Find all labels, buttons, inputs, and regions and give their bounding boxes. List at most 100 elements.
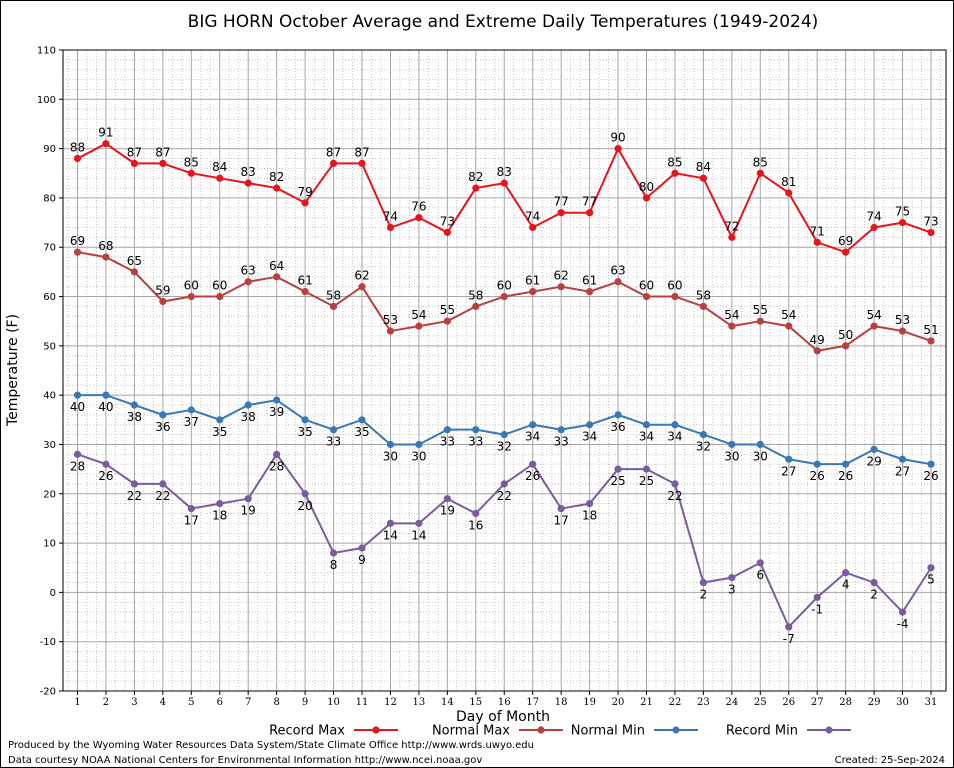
y-tick-label: 10 [43,539,56,550]
record-max-point [386,223,395,232]
x-tick-label: 22 [669,697,682,708]
normal-min-point [642,421,651,429]
record-min-point [273,450,281,458]
record-max-point [358,159,366,168]
normal-min-point [842,460,850,468]
record-min-data-label: 22 [497,489,512,503]
x-tick-label: 25 [754,697,767,708]
record-max-point [614,145,622,153]
record-max-point [813,238,821,246]
normal-min-data-label: 38 [241,410,256,424]
record-max-point [472,184,480,192]
normal-max-point [756,317,764,325]
normal-min-point [216,416,224,424]
normal-max-point [301,288,309,296]
record-min-data-label: 26 [98,469,113,483]
record-min-point [472,509,480,518]
x-tick-label: 10 [327,697,340,708]
x-axis-label: Day of Month [456,709,550,725]
x-tick-label: 7 [245,697,251,708]
normal-max-data-label: 63 [610,264,625,278]
series-normal-max: 69 68 65 59 60 60 63 64 61 58 62 53 54 55 58 60 61 62 61 63… [70,234,939,355]
record-max-data-label: 74 [525,210,540,224]
major-gridlines [63,49,946,692]
record-min-data-label: -4 [897,617,909,631]
normal-max-point [614,278,622,286]
x-tick-label: 5 [188,697,194,708]
record-min-data-label: 9 [358,553,366,567]
normal-max-data-label: 54 [866,308,881,322]
normal-min-point [329,426,338,434]
record-min-data-label: 5 [927,573,935,587]
record-max-data-label: 90 [610,131,625,145]
normal-min-data-label: 38 [127,410,142,424]
record-max-data-label: 91 [98,126,113,140]
legend-label-normal-max: Normal Max [432,724,510,739]
record-max-point [500,179,508,187]
record-max-data-label: 84 [696,160,711,174]
x-tick-label: 28 [839,697,852,708]
record-min-point [529,460,537,468]
normal-max-data-label: 58 [326,288,341,302]
y-tick-label: 40 [43,391,56,402]
normal-max-point [358,283,366,291]
y-tick-label: 70 [43,243,56,254]
record-min-data-label: 18 [582,509,597,523]
normal-max-data-label: 69 [70,234,85,248]
x-tick-label: 30 [896,697,909,708]
record-min-point [898,608,907,616]
x-tick-label: 20 [612,697,625,708]
x-axis-ticks: 1 2 3 4 5 6 7 8 9 10 11 12 13 14 15 16 17 18 19 20 21 22 23 24 2… [74,691,937,708]
normal-min-point [159,411,167,419]
normal-max-point [500,292,508,301]
normal-min-data-label: 30 [383,449,398,463]
normal-min-data-label: 26 [810,469,825,483]
normal-min-data-label: 29 [866,454,881,468]
normal-min-data-label: 27 [895,464,910,478]
record-min-data-label: 4 [842,578,850,592]
normal-min-data-label: 40 [98,400,113,414]
record-min-data-label: -1 [811,602,823,616]
record-max-data-label: 69 [838,234,853,248]
legend-label-record-min: Record Min [726,724,798,739]
record-min-point [187,504,195,513]
record-max-data-label: 79 [297,185,312,199]
record-min-point [728,573,736,582]
x-tick-label: 2 [103,697,109,708]
record-min-point [756,559,764,567]
x-tick-label: 29 [868,697,881,708]
record-min-point [130,480,138,488]
record-max-point [130,159,138,168]
record-max-data-label: 74 [383,210,398,224]
normal-min-data-label: 33 [468,435,483,449]
normal-max-point [728,322,736,330]
record-min-data-label: 22 [155,489,170,503]
normal-min-data-label: 37 [184,415,199,429]
normal-min-point [785,455,793,463]
footer-created-date: Created: 25-Sep-2024 [835,755,945,766]
record-min-point [870,578,878,587]
record-min-point [443,495,451,503]
normal-max-point [699,302,708,310]
normal-max-point [329,302,338,310]
normal-max-data-label: 61 [297,274,312,288]
normal-max-data-label: 60 [184,279,199,293]
normal-max-point [216,292,224,301]
record-min-data-label: 26 [525,469,540,483]
record-min-point [386,519,395,527]
normal-min-point [586,421,594,429]
normal-min-point [898,455,907,463]
x-tick-label: 11 [356,697,369,708]
record-min-point [642,465,651,473]
x-tick-label: 27 [811,697,824,708]
record-max-data-label: 87 [155,145,170,159]
normal-max-data-label: 51 [923,323,938,337]
normal-max-data-label: 55 [440,303,455,317]
normal-max-data-label: 54 [781,308,796,322]
normal-max-data-label: 65 [127,254,142,268]
normal-min-point [699,431,708,439]
normal-min-data-label: 26 [923,469,938,483]
record-min-data-label: 16 [468,518,483,532]
